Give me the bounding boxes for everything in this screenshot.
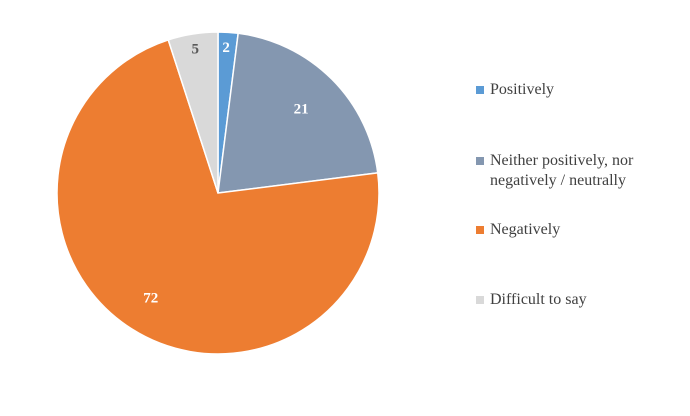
- legend-label: Negatively: [490, 221, 561, 238]
- legend-item-negatively: Negatively: [476, 220, 686, 240]
- legend-swatch-neutral: [476, 157, 484, 165]
- legend-label: Neither positively, nor negatively / neu…: [490, 152, 634, 189]
- data-label-neutral: 21: [294, 101, 309, 117]
- data-label-negatively: 72: [143, 290, 158, 306]
- legend-item-difficult: Difficult to say: [476, 290, 686, 310]
- legend-label: Positively: [490, 81, 555, 98]
- pie-slice-difficult: [167, 31, 219, 194]
- data-label-difficult: 5: [192, 41, 200, 57]
- legend-swatch-difficult: [476, 296, 484, 304]
- pie-slice-negatively: [56, 38, 380, 355]
- legend-label: Difficult to say: [490, 291, 587, 308]
- pie-slice-neutral: [217, 32, 379, 194]
- legend: Positively Neither positively, nor negat…: [476, 0, 686, 416]
- legend-item-neutral: Neither positively, nor negatively / neu…: [476, 151, 686, 191]
- legend-item-positively: Positively: [476, 80, 686, 100]
- data-label-positively: 2: [222, 40, 230, 56]
- legend-swatch-positively: [476, 86, 484, 94]
- legend-swatch-negatively: [476, 226, 484, 234]
